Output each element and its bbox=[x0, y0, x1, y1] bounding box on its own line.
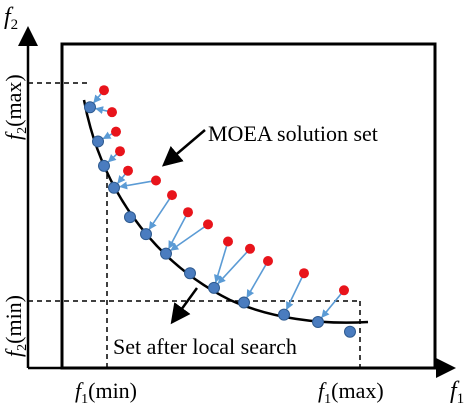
x-axis-title: f1 bbox=[450, 378, 464, 407]
moea-point bbox=[107, 107, 117, 118]
moea-point bbox=[115, 146, 125, 157]
local-search-point bbox=[92, 135, 104, 148]
y-max-label: f2(max) bbox=[1, 74, 30, 140]
local-search-point bbox=[140, 228, 152, 241]
moea-point bbox=[99, 85, 109, 96]
y-min-label: f2(min) bbox=[1, 295, 30, 357]
moea-point bbox=[245, 243, 255, 254]
local-search-point bbox=[238, 296, 250, 309]
moea-point bbox=[203, 219, 213, 230]
moea-point bbox=[183, 207, 193, 218]
y-axis-title: f2 bbox=[4, 4, 18, 33]
local-search-point bbox=[160, 247, 172, 260]
local-annotation-arrow bbox=[170, 287, 199, 325]
moea-point bbox=[339, 285, 349, 296]
objective-space-box bbox=[60, 42, 437, 370]
moea-annotation-arrow bbox=[161, 129, 206, 167]
local-search-point bbox=[312, 316, 324, 328]
local-search-point bbox=[84, 101, 96, 114]
moea-point bbox=[167, 190, 177, 201]
moea-label: MOEA solution set bbox=[208, 121, 378, 146]
reference-lines bbox=[28, 82, 361, 368]
moea-point bbox=[223, 236, 233, 247]
x-min-label: f1(min) bbox=[75, 378, 137, 407]
local-search-point bbox=[124, 211, 136, 224]
x-max-label: f1(max) bbox=[318, 378, 384, 407]
local-search-point bbox=[184, 267, 196, 280]
local-search-label: Set after local search bbox=[113, 334, 297, 359]
moea-points bbox=[99, 85, 349, 296]
local-search-point bbox=[278, 308, 290, 321]
local-search-points bbox=[84, 101, 356, 338]
moea-point bbox=[151, 175, 161, 186]
moea-point bbox=[123, 165, 133, 176]
moea-point bbox=[111, 126, 121, 137]
local-search-point bbox=[108, 181, 120, 194]
local-search-point bbox=[344, 325, 356, 338]
local-search-point bbox=[208, 281, 220, 294]
moea-point bbox=[299, 268, 309, 279]
local-search-point bbox=[98, 159, 110, 172]
moea-point bbox=[263, 256, 273, 266]
